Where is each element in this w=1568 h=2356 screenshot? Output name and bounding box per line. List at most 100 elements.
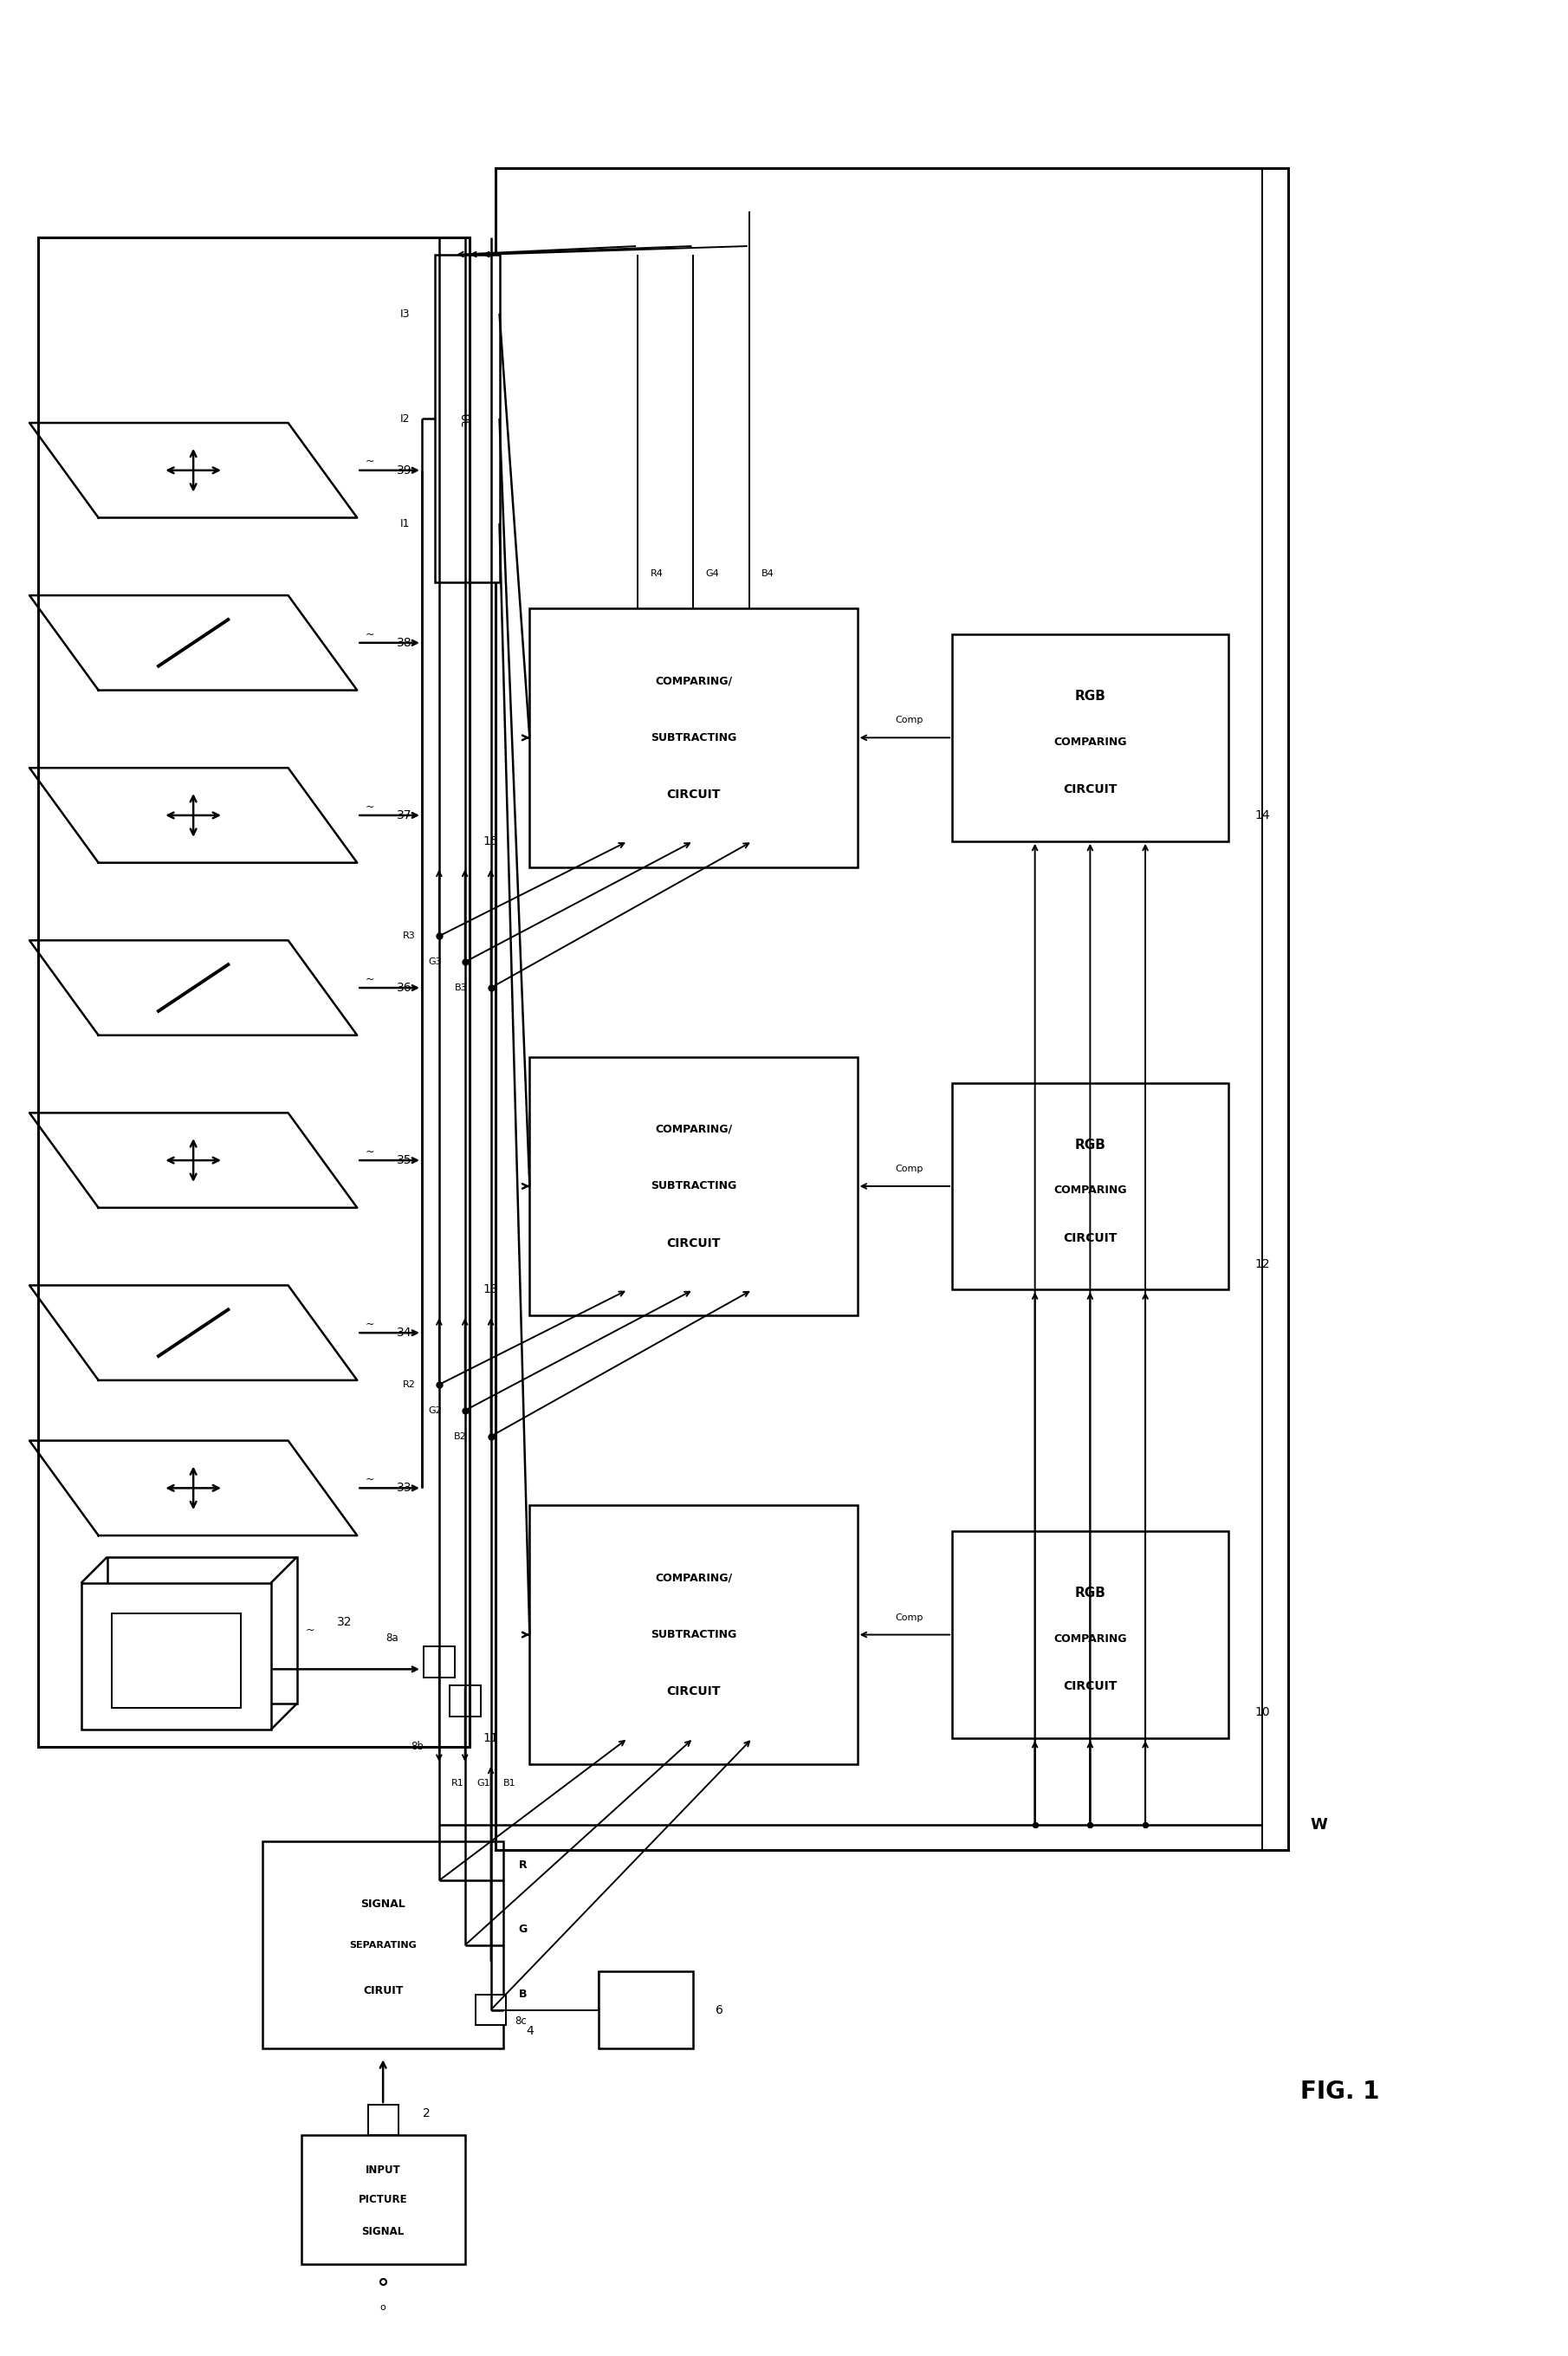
Text: R1: R1 — [452, 1779, 464, 1788]
Text: 35: 35 — [397, 1154, 412, 1166]
Text: 13: 13 — [483, 1284, 499, 1296]
Text: COMPARING: COMPARING — [1054, 735, 1127, 747]
Text: ~: ~ — [365, 1475, 375, 1484]
Text: R2: R2 — [403, 1381, 416, 1390]
Text: ~: ~ — [365, 1145, 375, 1157]
Text: Comp: Comp — [895, 1614, 924, 1621]
Text: 15: 15 — [483, 834, 499, 848]
Text: R4: R4 — [651, 570, 663, 577]
Text: W: W — [1309, 1816, 1327, 1833]
Text: I3: I3 — [400, 309, 409, 320]
Text: 34: 34 — [397, 1326, 412, 1338]
Text: 8b: 8b — [411, 1741, 423, 1753]
Bar — [530, 608, 858, 867]
Text: CIRCUIT: CIRCUIT — [666, 1237, 720, 1249]
Text: CIRCUIT: CIRCUIT — [666, 1685, 720, 1699]
Text: 8a: 8a — [386, 1633, 398, 1644]
Bar — [530, 1058, 858, 1315]
Text: o: o — [379, 2304, 386, 2311]
Bar — [111, 1614, 241, 1708]
Polygon shape — [30, 422, 358, 518]
Text: SEPARATING: SEPARATING — [350, 1941, 417, 1948]
Bar — [434, 254, 500, 582]
Text: FIG. 1: FIG. 1 — [1300, 2080, 1380, 2104]
Text: 33: 33 — [397, 1482, 412, 1494]
Text: 37: 37 — [397, 808, 412, 822]
Bar — [530, 1505, 858, 1765]
Polygon shape — [30, 940, 358, 1034]
Text: 10: 10 — [1254, 1706, 1270, 1718]
Text: COMPARING/: COMPARING/ — [655, 1571, 732, 1583]
Text: COMPARING/: COMPARING/ — [655, 1124, 732, 1136]
Text: CIRCUIT: CIRCUIT — [1063, 1232, 1116, 1244]
Text: R3: R3 — [403, 931, 416, 940]
Text: G: G — [519, 1925, 527, 1934]
Bar — [82, 1583, 271, 1729]
Text: ~: ~ — [365, 1319, 375, 1329]
Text: RGB: RGB — [1074, 1138, 1105, 1152]
Text: RGB: RGB — [1074, 690, 1105, 702]
Text: G2: G2 — [428, 1407, 442, 1414]
Text: CIRCUIT: CIRCUIT — [1063, 785, 1116, 796]
Text: Comp: Comp — [895, 1164, 924, 1173]
Bar — [262, 1842, 503, 2050]
Text: 8c: 8c — [514, 2014, 527, 2026]
Text: B1: B1 — [503, 1779, 516, 1788]
Text: 12: 12 — [1254, 1258, 1270, 1270]
Text: ~: ~ — [365, 801, 375, 813]
Text: G4: G4 — [706, 570, 720, 577]
Text: SIGNAL: SIGNAL — [361, 1899, 406, 1908]
Bar — [475, 1996, 506, 2026]
Bar — [495, 167, 1289, 1849]
Text: B2: B2 — [455, 1432, 467, 1440]
Text: B4: B4 — [762, 570, 775, 577]
Text: I1: I1 — [400, 518, 409, 530]
Text: PICTURE: PICTURE — [359, 2193, 408, 2205]
Text: Comp: Comp — [895, 716, 924, 726]
Text: COMPARING: COMPARING — [1054, 1633, 1127, 1644]
Polygon shape — [30, 1112, 358, 1209]
Polygon shape — [30, 768, 358, 862]
Text: COMPARING: COMPARING — [1054, 1185, 1127, 1197]
Text: G3: G3 — [428, 957, 442, 966]
Text: 38: 38 — [397, 636, 412, 648]
Text: CIRCUIT: CIRCUIT — [666, 789, 720, 801]
Bar — [38, 238, 469, 1746]
Text: SUBTRACTING: SUBTRACTING — [651, 733, 737, 744]
Text: R: R — [519, 1859, 527, 1871]
Text: SIGNAL: SIGNAL — [362, 2226, 405, 2238]
Text: ~: ~ — [365, 629, 375, 641]
Text: 14: 14 — [1254, 808, 1270, 822]
Bar — [952, 634, 1228, 841]
Text: SUBTRACTING: SUBTRACTING — [651, 1180, 737, 1192]
Text: ~: ~ — [365, 973, 375, 985]
Text: ~: ~ — [306, 1626, 314, 1635]
Text: 36: 36 — [397, 982, 412, 994]
Text: 39: 39 — [397, 464, 412, 476]
Bar — [107, 1557, 296, 1703]
Text: B: B — [519, 1988, 527, 2000]
Polygon shape — [30, 1440, 358, 1536]
Bar — [599, 1972, 693, 2050]
Bar — [423, 1647, 455, 1677]
Text: COMPARING/: COMPARING/ — [655, 676, 732, 686]
Text: 32: 32 — [337, 1616, 351, 1628]
Text: RGB: RGB — [1074, 1588, 1105, 1600]
Bar — [952, 1531, 1228, 1739]
Text: INPUT: INPUT — [365, 2165, 401, 2175]
Bar — [301, 2135, 466, 2264]
Text: 30: 30 — [461, 410, 474, 426]
Polygon shape — [30, 596, 358, 690]
Text: CIRUIT: CIRUIT — [362, 1986, 403, 1996]
Text: 6: 6 — [715, 2005, 723, 2017]
Text: 11: 11 — [483, 1732, 499, 1743]
Text: SUBTRACTING: SUBTRACTING — [651, 1628, 737, 1640]
Text: CIRCUIT: CIRCUIT — [1063, 1680, 1116, 1692]
Text: G1: G1 — [477, 1779, 491, 1788]
Polygon shape — [30, 1286, 358, 1381]
Text: ~: ~ — [365, 457, 375, 466]
Text: 4: 4 — [525, 2026, 533, 2038]
Text: 2: 2 — [422, 2106, 430, 2120]
Bar — [368, 2104, 398, 2135]
Text: I2: I2 — [400, 412, 409, 424]
